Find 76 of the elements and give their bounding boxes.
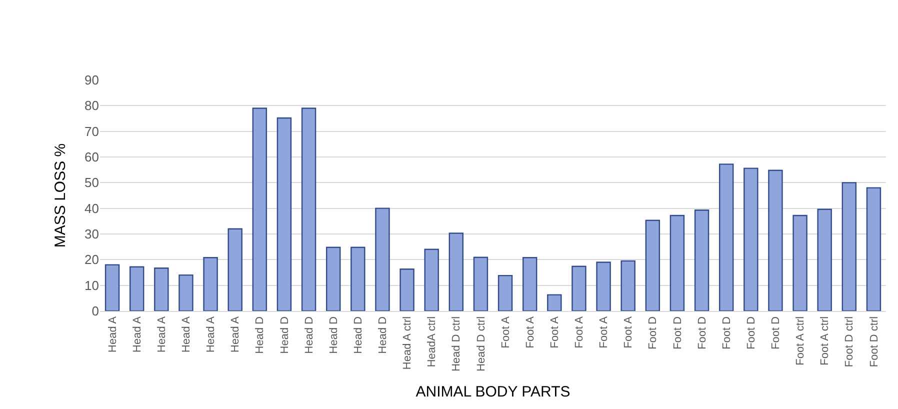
bar [718, 164, 734, 311]
y-tick-label: 80 [84, 98, 99, 114]
bar [522, 257, 538, 311]
x-tick-label: Head D [352, 316, 364, 354]
x-tick-label: Head A [205, 316, 218, 352]
x-tick-label: Head D ctrl [475, 316, 488, 372]
bar [400, 268, 414, 311]
bar [350, 246, 366, 311]
bar [375, 208, 390, 311]
bar [326, 246, 341, 311]
y-tick-label: 10 [84, 278, 99, 293]
bar [842, 182, 857, 311]
bar [473, 256, 488, 311]
bar [645, 220, 660, 311]
bar [768, 170, 783, 311]
bar [154, 268, 169, 311]
x-tick-label: Foot D [770, 316, 782, 350]
y-tick-label: 50 [84, 175, 99, 190]
bar [203, 257, 218, 311]
bar [424, 248, 439, 311]
x-tick-label: Foot A ctrl [794, 316, 807, 366]
x-tick-label: Head D [303, 316, 316, 354]
x-tick-label: Foot D [672, 316, 684, 350]
x-tick-label: Head D [278, 316, 291, 354]
x-tick-label: Head A [230, 316, 242, 352]
y-axis-title: MASS LOSS % [52, 143, 69, 248]
y-tick-label: 0 [92, 304, 99, 319]
x-tick-label: Foot A ctrl [819, 316, 832, 366]
x-tick-label: Foot A [500, 316, 512, 348]
bar [792, 214, 808, 311]
bar [228, 228, 242, 311]
bar [448, 232, 464, 311]
x-tick-label: Foot A [524, 316, 536, 348]
bar [252, 108, 268, 311]
x-tick-label: Head A [106, 316, 119, 352]
x-tick-label: Head D [254, 316, 266, 354]
bar [104, 264, 120, 311]
x-tick-label: Foot D ctrl [844, 316, 856, 368]
x-tick-label: Head A [180, 316, 193, 352]
x-tick-label: Head A [131, 316, 144, 352]
x-tick-label: Foot A [622, 316, 635, 348]
bar [744, 168, 758, 311]
x-tick-label: Foot D [745, 316, 758, 350]
bar [620, 260, 636, 311]
x-tick-label: Head A [156, 316, 168, 352]
x-tick-label: Head A ctrl [402, 316, 414, 370]
x-tick-label: Head D [377, 316, 390, 354]
x-tick-label: HeadA ctrl [426, 316, 438, 368]
x-axis-title: ANIMAL BODY PARTS [416, 383, 570, 400]
y-tick-label: 60 [84, 150, 99, 165]
bar [694, 210, 710, 311]
bar [817, 208, 832, 311]
x-tick-label: Head D [328, 316, 340, 354]
y-tick-label: 70 [84, 124, 99, 139]
bar [866, 187, 882, 311]
bar [498, 274, 513, 311]
x-tick-label: Foot D [720, 316, 733, 350]
y-tick-label: 90 [84, 72, 99, 88]
x-tick-label: Foot A [598, 316, 610, 348]
y-tick-label: 30 [84, 226, 99, 242]
x-tick-label: Head D ctrl [450, 316, 463, 372]
x-tick-label: Foot D [696, 316, 708, 350]
bar [276, 117, 292, 311]
x-tick-label: Foot D [647, 316, 660, 350]
bar [547, 294, 562, 311]
bar [178, 274, 194, 311]
x-tick-label: Foot A [574, 316, 586, 348]
bar [572, 266, 586, 311]
x-tick-label: Foot D ctrl [868, 316, 880, 368]
y-tick-label: 40 [84, 200, 99, 216]
bar [129, 266, 144, 311]
x-tick-label: Foot A [548, 316, 561, 348]
bar [301, 108, 316, 311]
bar [596, 262, 611, 311]
y-tick-label: 20 [84, 252, 99, 268]
bar [670, 214, 685, 311]
